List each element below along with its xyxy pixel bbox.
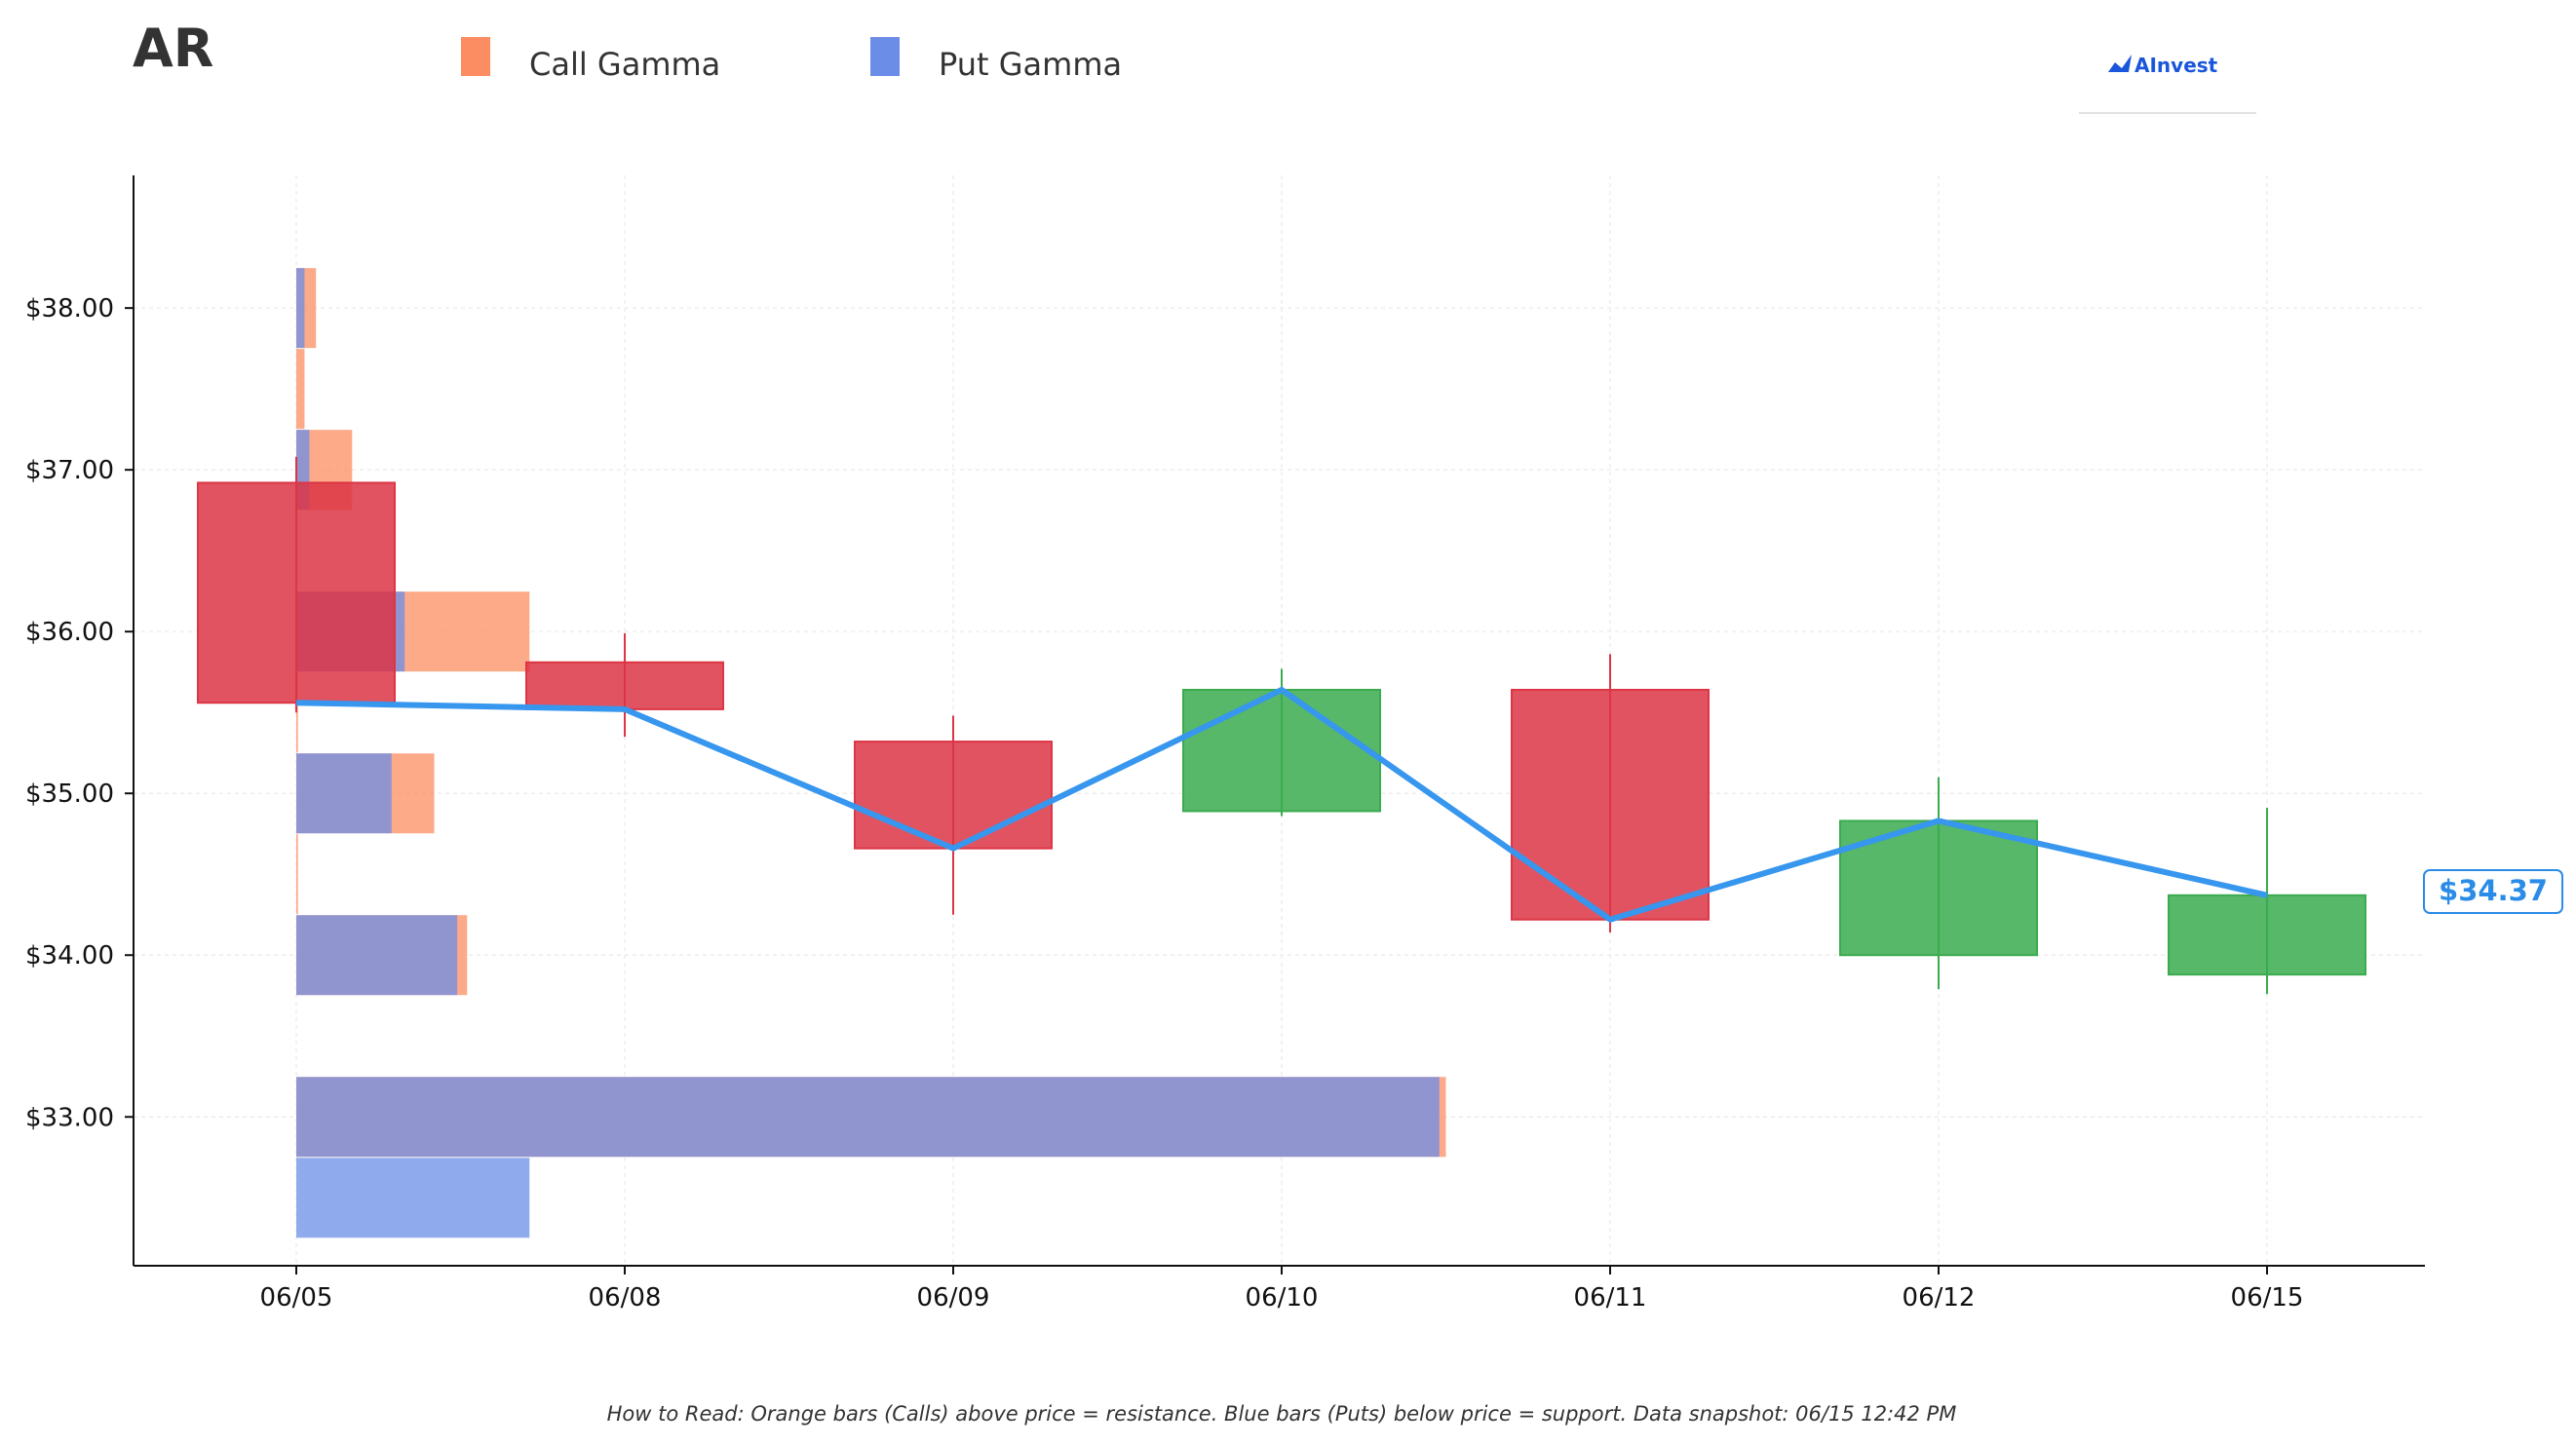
put-gamma-bar (296, 915, 458, 996)
legend-label-call: Call Gamma (529, 46, 720, 83)
footnote: How to Read: Orange bars (Calls) above p… (607, 1402, 1957, 1426)
chart-logo-icon (2108, 55, 2132, 72)
legend-label-put: Put Gamma (939, 46, 1122, 83)
call-gamma-bar (296, 349, 305, 430)
put-gamma-bar (296, 753, 392, 834)
x-tick-label: 06/09 (917, 1283, 990, 1313)
y-tick-label: $33.00 (25, 1103, 114, 1132)
brand-logo: AInvest (2079, 54, 2256, 114)
ticker-title: AR (133, 18, 213, 79)
legend-swatch-call (461, 37, 490, 76)
y-tick-label: $34.00 (25, 941, 114, 970)
put-gamma-bar (296, 1158, 530, 1238)
y-tick-label: $38.00 (25, 294, 114, 323)
price-line (295, 686, 2268, 923)
call-gamma-bar (296, 834, 298, 915)
axes (133, 175, 2425, 1267)
candle-body (854, 741, 1053, 850)
y-tick-label: $37.00 (25, 456, 114, 485)
legend-swatch-put (870, 37, 900, 76)
x-tick-label: 06/08 (589, 1283, 662, 1313)
price-line-path (295, 686, 2268, 923)
current-price-badge: $34.37 (2423, 869, 2563, 914)
candle-body (2168, 894, 2366, 976)
current-price-label: $34.37 (2439, 874, 2548, 907)
tick-labels: $33.00 $34.00 $35.00 $36.00 $37.00 $38.00 06/0… (25, 294, 2303, 1313)
x-tick-label: 06/11 (1574, 1283, 1647, 1313)
candle-body (525, 661, 724, 710)
put-gamma-bar (296, 1077, 1440, 1158)
x-tick-label: 06/10 (1246, 1283, 1319, 1313)
y-tick-label: $36.00 (25, 618, 114, 647)
put-gamma-bar (296, 268, 305, 349)
candle-body (1182, 688, 1381, 813)
brand-name: AInvest (2134, 54, 2218, 77)
y-tick-label: $35.00 (25, 780, 114, 809)
x-tick-label: 06/12 (1903, 1283, 1976, 1313)
x-tick-label: 06/15 (2231, 1283, 2304, 1313)
current-price-badge-box (2423, 869, 2563, 914)
legend: Call Gamma Put Gamma (461, 37, 1122, 83)
candle-body (197, 481, 396, 704)
x-tick-label: 06/05 (260, 1283, 333, 1313)
candlesticks (197, 456, 2366, 995)
candle-body (1511, 688, 1710, 921)
